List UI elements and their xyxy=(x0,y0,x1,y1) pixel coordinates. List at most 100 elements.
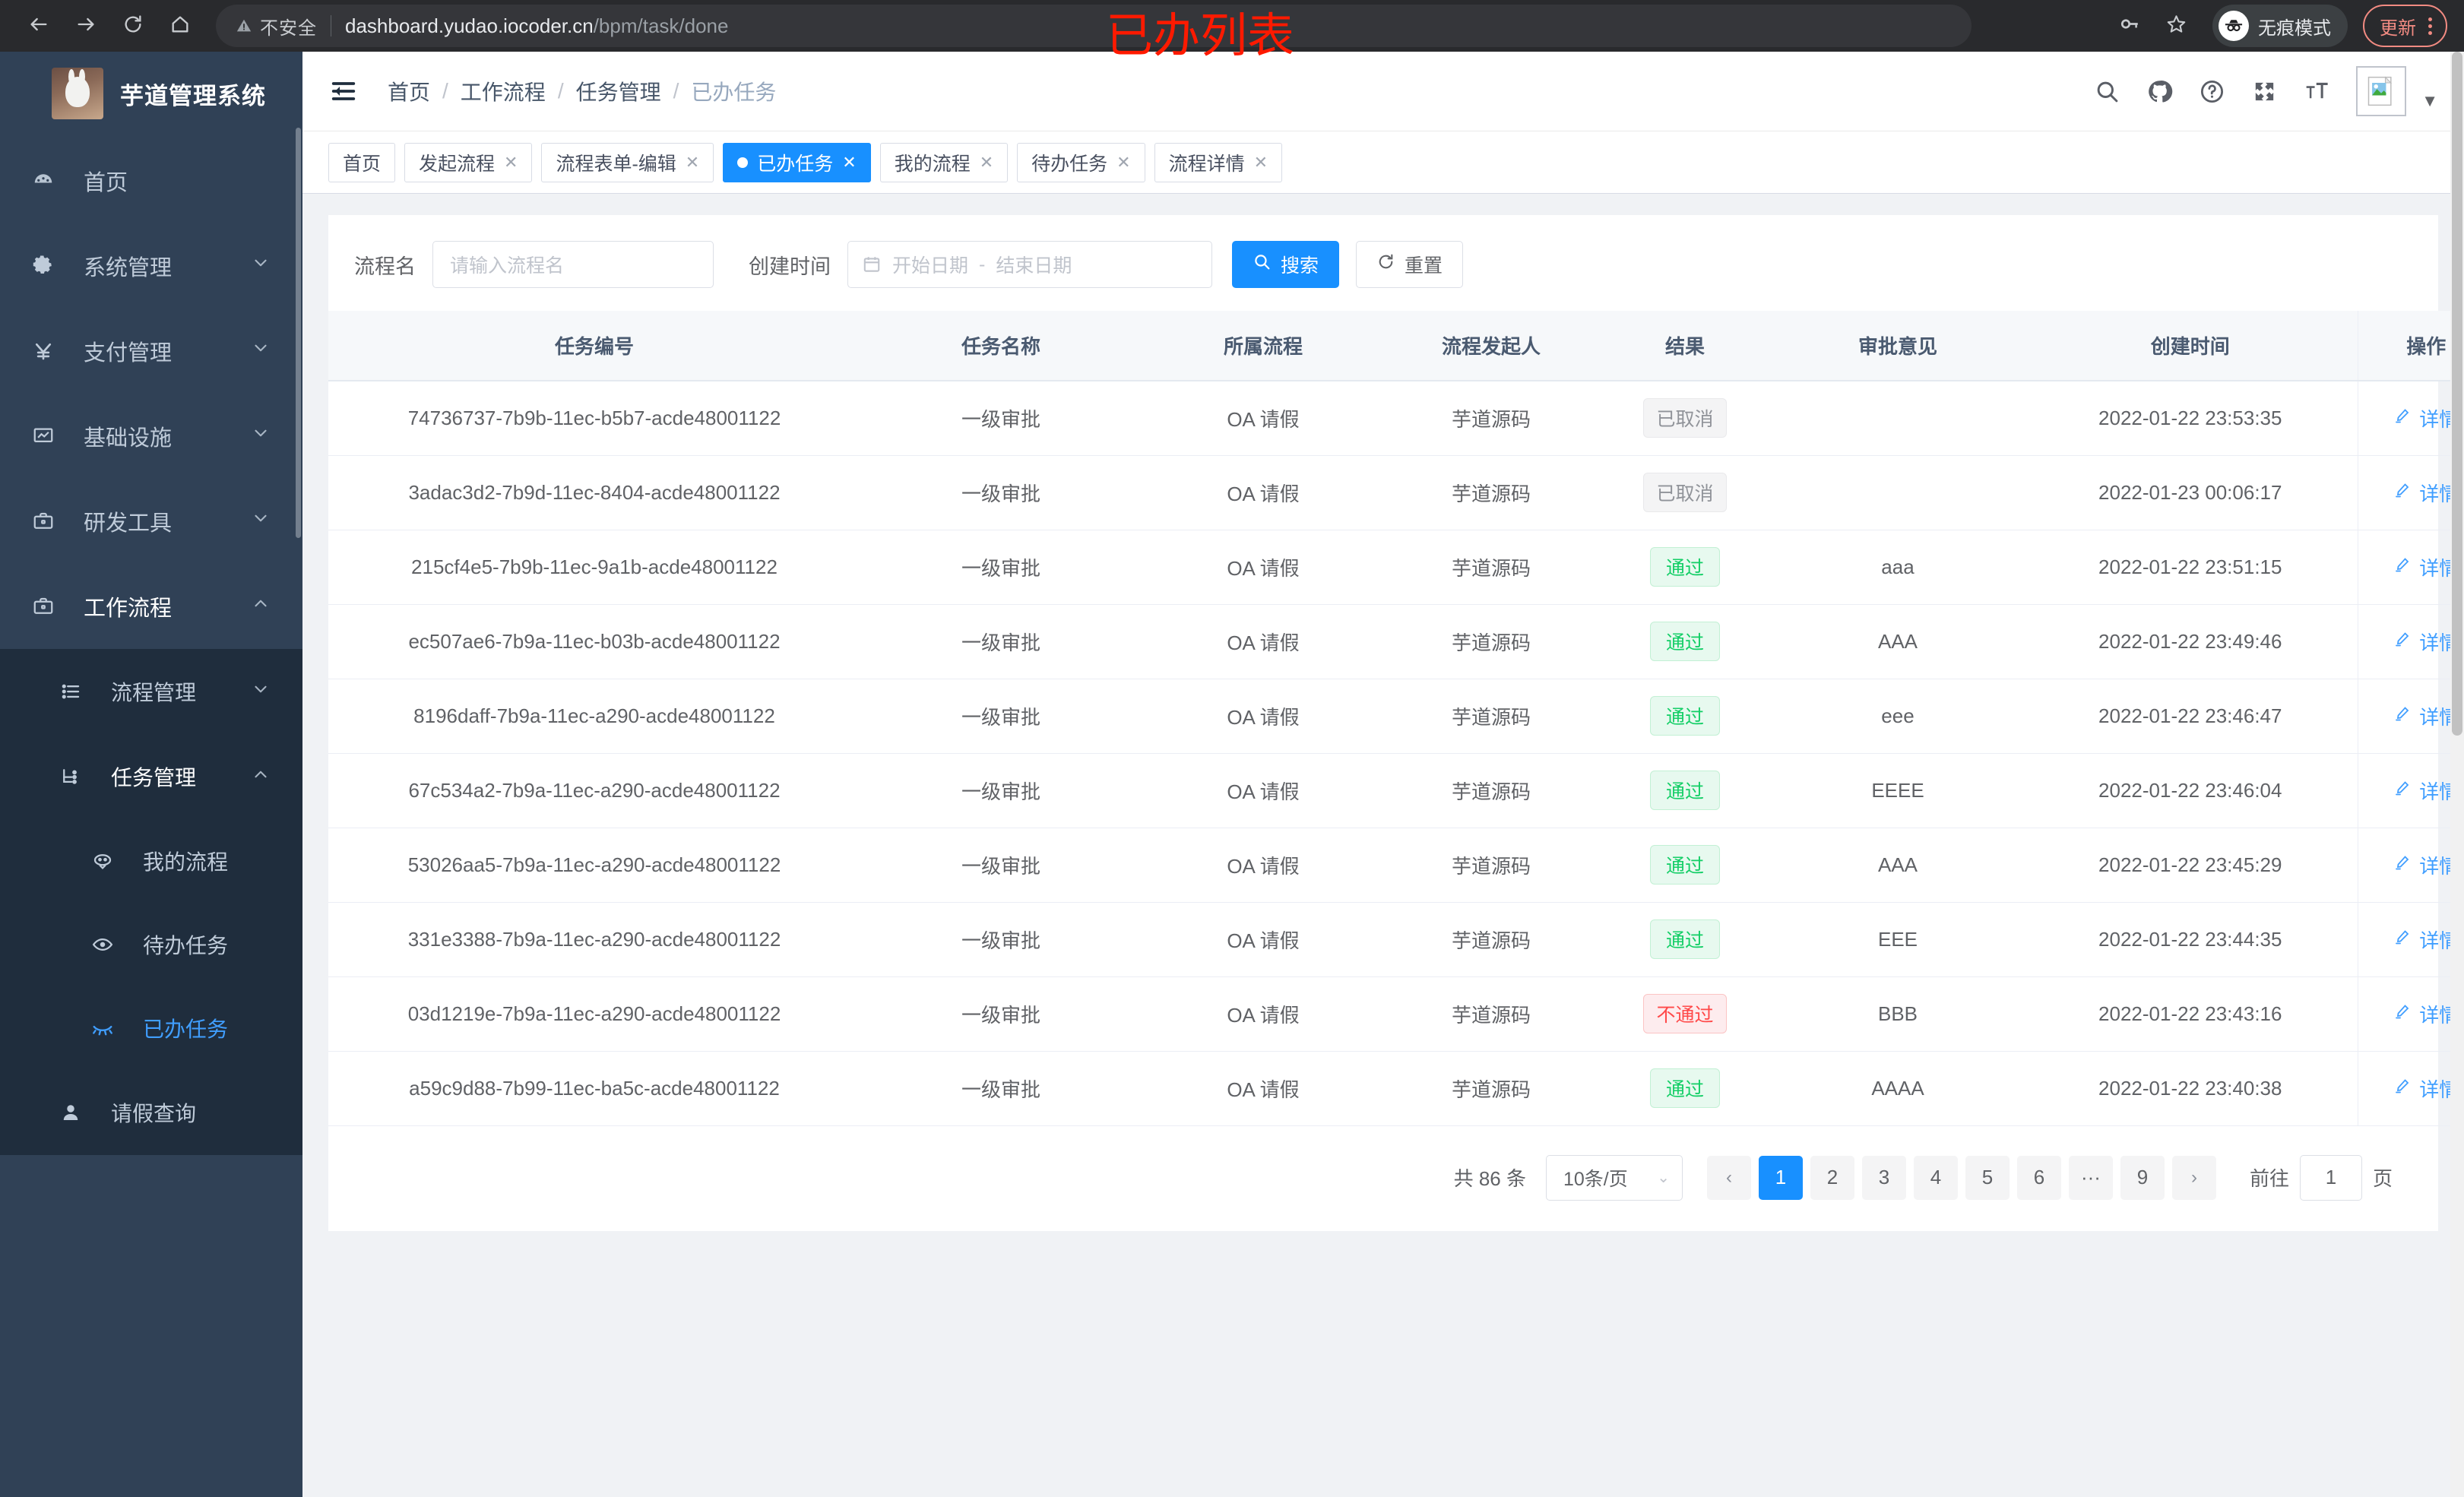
pagination-next[interactable]: › xyxy=(2171,1155,2216,1200)
detail-button[interactable]: 详情 xyxy=(2393,1074,2459,1103)
cell-initiator: 芋道源码 xyxy=(1385,976,1598,1052)
pagination-page-2[interactable]: 2 xyxy=(1810,1155,1854,1200)
pagination-prev[interactable]: ‹ xyxy=(1706,1155,1751,1200)
detail-button[interactable]: 详情 xyxy=(2393,628,2459,656)
table-row[interactable]: 331e3388-7b9a-11ec-a290-acde48001122 一级审批… xyxy=(328,902,2464,977)
table-row[interactable]: 67c534a2-7b9a-11ec-a290-acde48001122 一级审批… xyxy=(328,753,2464,828)
pagination-page-9[interactable]: 9 xyxy=(2120,1155,2165,1200)
reset-button[interactable]: 重置 xyxy=(1356,241,1464,288)
tab-my-process[interactable]: 我的流程 ✕ xyxy=(879,142,1009,182)
pagination-page-4[interactable]: 4 xyxy=(1913,1155,1958,1200)
table-row[interactable]: 53026aa5-7b9a-11ec-a290-acde48001122 一级审批… xyxy=(328,828,2464,903)
pagination-page-5[interactable]: 5 xyxy=(1965,1155,2010,1200)
breadcrumb-item-workflow[interactable]: 工作流程 xyxy=(460,81,546,104)
sidebar-item-infrastructure[interactable]: 基础设施 xyxy=(0,394,302,479)
create-time-range-picker[interactable]: 开始日期 - 结束日期 xyxy=(847,241,1212,288)
sidebar-item-leave-query[interactable]: 请假查询 xyxy=(0,1070,302,1155)
security-indicator[interactable]: 不安全 xyxy=(236,13,317,40)
kebab-menu-icon[interactable] xyxy=(2424,17,2437,35)
sidebar-item-home[interactable]: 首页 xyxy=(0,138,302,223)
close-icon[interactable]: ✕ xyxy=(504,152,518,172)
forward-button[interactable] xyxy=(64,4,108,48)
sidebar-item-label: 流程管理 xyxy=(111,681,197,704)
detail-button[interactable]: 详情 xyxy=(2393,777,2459,805)
reload-button[interactable] xyxy=(111,4,155,48)
detail-button[interactable]: 详情 xyxy=(2393,1000,2459,1028)
tab-process-detail[interactable]: 流程详情 ✕ xyxy=(1154,142,1283,182)
table-row[interactable]: a59c9d88-7b99-11ec-ba5c-acde48001122 一级审批… xyxy=(328,1051,2464,1126)
tab-home[interactable]: 首页 xyxy=(328,142,396,182)
sidebar-item-my-process[interactable]: 我的流程 xyxy=(0,819,302,903)
sidebar-item-workflow[interactable]: 工作流程 xyxy=(0,564,302,649)
sidebar-item-todo-task[interactable]: 待办任务 xyxy=(0,903,302,986)
table-row[interactable]: ec507ae6-7b9a-11ec-b03b-acde48001122 一级审批… xyxy=(328,604,2464,679)
address-bar[interactable]: 不安全 dashboard.yudao.iocoder.cn/bpm/task/… xyxy=(216,5,1972,47)
help-circle-icon[interactable] xyxy=(2199,78,2225,105)
detail-button[interactable]: 详情 xyxy=(2393,851,2459,879)
bookmark-button[interactable] xyxy=(2155,5,2197,47)
home-button[interactable] xyxy=(158,4,202,48)
eye-icon xyxy=(91,933,126,956)
tab-done-task[interactable]: 已办任务 ✕ xyxy=(723,142,871,182)
breadcrumb-item-home[interactable]: 首页 xyxy=(388,81,431,104)
avatar[interactable] xyxy=(2356,66,2407,116)
tab-todo-task[interactable]: 待办任务 ✕ xyxy=(1017,142,1145,182)
hamburger-icon[interactable] xyxy=(328,74,362,108)
detail-button[interactable]: 详情 xyxy=(2393,479,2459,507)
pagination-page-6[interactable]: 6 xyxy=(2016,1155,2061,1200)
sidebar-item-process-management[interactable]: 流程管理 xyxy=(0,649,302,734)
tab-process-form-edit[interactable]: 流程表单-编辑 ✕ xyxy=(541,142,714,182)
table-row[interactable]: 3adac3d2-7b9d-11ec-8404-acde48001122 一级审批… xyxy=(328,455,2464,530)
cell-process: OA 请假 xyxy=(1142,604,1385,679)
table-row[interactable]: 8196daff-7b9a-11ec-a290-acde48001122 一级审批… xyxy=(328,679,2464,754)
security-label: 不安全 xyxy=(260,17,317,39)
update-button[interactable]: 更新 xyxy=(2363,5,2447,47)
pagination-page-3[interactable]: 3 xyxy=(1861,1155,1906,1200)
pagination-ellipsis[interactable]: ··· xyxy=(2068,1155,2113,1200)
table-row[interactable]: 03d1219e-7b9a-11ec-a290-acde48001122 一级审批… xyxy=(328,976,2464,1052)
font-size-icon[interactable] xyxy=(2304,78,2330,105)
sidebar-scrollbar[interactable] xyxy=(296,128,301,538)
page-scrollbar[interactable] xyxy=(2450,52,2464,1497)
reset-button-label: 重置 xyxy=(1405,255,1443,277)
close-icon[interactable]: ✕ xyxy=(842,152,857,172)
github-icon[interactable] xyxy=(2146,78,2173,105)
sidebar-item-dev-tools[interactable]: 研发工具 xyxy=(0,479,302,564)
table-row[interactable]: 74736737-7b9b-11ec-b5b7-acde48001122 一级审批… xyxy=(328,381,2464,456)
table-row[interactable]: 215cf4e5-7b9b-11ec-9a1b-acde48001122 一级审批… xyxy=(328,530,2464,605)
sidebar-logo[interactable]: 芋道管理系统 xyxy=(0,52,302,135)
incognito-indicator[interactable]: 无痕模式 xyxy=(2212,5,2348,47)
cell-process: OA 请假 xyxy=(1142,381,1385,456)
close-icon[interactable]: ✕ xyxy=(1253,152,1268,172)
search-button[interactable]: 搜索 xyxy=(1232,241,1340,288)
page-size-value: 10条/页 xyxy=(1563,1168,1628,1190)
refresh-icon xyxy=(1376,252,1395,277)
cell-created: 2022-01-23 00:06:17 xyxy=(2023,455,2358,530)
fullscreen-icon[interactable] xyxy=(2251,78,2278,105)
close-icon[interactable]: ✕ xyxy=(685,152,700,172)
breadcrumb-item-task-management[interactable]: 任务管理 xyxy=(575,81,661,104)
search-icon[interactable] xyxy=(2094,78,2120,105)
close-icon[interactable]: ✕ xyxy=(1116,152,1131,172)
cell-created: 2022-01-22 23:45:29 xyxy=(2023,828,2358,903)
cell-opinion: eee xyxy=(1772,679,2023,754)
detail-button[interactable]: 详情 xyxy=(2393,926,2459,954)
back-button[interactable] xyxy=(17,4,61,48)
page-size-select[interactable]: 10条/页 ⌄ xyxy=(1545,1154,1683,1201)
process-name-input[interactable]: 请输入流程名 xyxy=(432,241,714,288)
caret-down-icon[interactable]: ▼ xyxy=(2421,91,2438,110)
sidebar-item-system-management[interactable]: 系统管理 xyxy=(0,223,302,309)
page-scrollbar-thumb[interactable] xyxy=(2452,52,2462,736)
password-manager-button[interactable] xyxy=(2108,5,2150,47)
pagination-page-1[interactable]: 1 xyxy=(1758,1155,1803,1200)
close-icon[interactable]: ✕ xyxy=(979,152,994,172)
sidebar-item-done-task[interactable]: 已办任务 xyxy=(0,986,302,1070)
tab-start-process[interactable]: 发起流程 ✕ xyxy=(404,142,533,182)
detail-button[interactable]: 详情 xyxy=(2393,553,2459,581)
sidebar-item-task-management[interactable]: 任务管理 xyxy=(0,734,302,819)
sidebar-item-payment-management[interactable]: 支付管理 xyxy=(0,309,302,394)
pagination-jump-input[interactable]: 1 xyxy=(2299,1154,2362,1201)
detail-button[interactable]: 详情 xyxy=(2393,404,2459,432)
detail-button[interactable]: 详情 xyxy=(2393,702,2459,730)
cell-process: OA 请假 xyxy=(1142,530,1385,605)
